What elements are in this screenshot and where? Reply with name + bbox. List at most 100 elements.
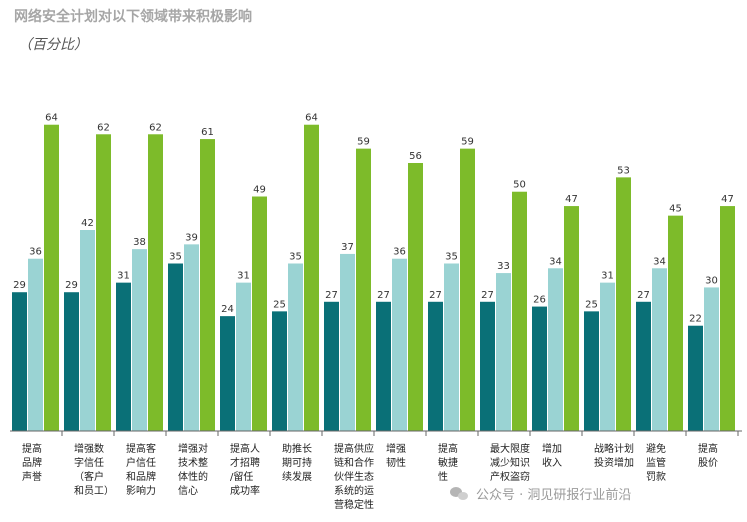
value-label-s2-c3: 38	[133, 237, 146, 248]
bar-s2-c14	[704, 287, 719, 431]
bar-s2-c2	[80, 230, 95, 431]
value-label-s2-c13: 34	[653, 256, 666, 267]
category-label-14: 提高股价	[698, 442, 718, 469]
bar-s1-c5	[220, 316, 235, 431]
bar-s3-c11	[564, 206, 579, 431]
value-label-s2-c11: 34	[549, 256, 562, 267]
value-label-s3-c1: 64	[45, 113, 58, 124]
category-label-1: 提高品牌声誉	[22, 442, 42, 483]
bar-s3-c2	[96, 134, 111, 432]
value-label-s1-c1: 29	[13, 280, 26, 291]
value-label-s1-c9: 27	[429, 290, 442, 301]
value-label-s2-c7: 37	[341, 242, 354, 253]
value-label-s3-c5: 49	[253, 185, 266, 196]
value-label-s3-c3: 62	[149, 122, 162, 133]
value-label-s2-c9: 35	[445, 252, 458, 263]
bar-s2-c4	[184, 244, 199, 431]
bar-s2-c1	[28, 258, 43, 431]
bar-s3-c14	[720, 206, 735, 431]
category-label-12: 战略计划投资增加	[594, 442, 634, 469]
value-label-s1-c2: 29	[65, 280, 78, 291]
wechat-icon	[450, 486, 470, 502]
chart-title: 网络安全计划对以下领域带来积极影响	[14, 9, 252, 25]
value-label-s2-c2: 42	[81, 218, 94, 229]
value-label-s2-c10: 33	[497, 261, 510, 272]
category-label-11: 增加收入	[542, 442, 562, 469]
value-label-s3-c9: 59	[461, 137, 474, 148]
value-label-s2-c1: 36	[29, 247, 42, 258]
value-label-s1-c12: 25	[585, 299, 598, 310]
bar-s1-c13	[636, 301, 651, 431]
bar-s3-c10	[512, 191, 527, 431]
value-label-s1-c6: 25	[273, 299, 286, 310]
bar-s2-c12	[600, 282, 615, 431]
chart-subtitle: （百分比）	[18, 37, 88, 53]
value-label-s3-c6: 64	[305, 113, 318, 124]
bar-s1-c1	[12, 292, 27, 431]
bar-s3-c6	[304, 124, 319, 431]
bar-s2-c10	[496, 273, 511, 431]
value-label-s1-c7: 27	[325, 290, 338, 301]
bar-s1-c12	[584, 311, 599, 431]
watermark-text: 公众号 · 洞见研报行业前沿	[476, 488, 632, 503]
value-label-s3-c13: 45	[669, 204, 682, 215]
value-label-s2-c4: 39	[185, 232, 198, 243]
bar-s1-c7	[324, 301, 339, 431]
value-label-s1-c5: 24	[221, 304, 234, 315]
bar-s3-c3	[148, 134, 163, 432]
value-label-s3-c11: 47	[565, 194, 578, 205]
category-label-9: 提高敏捷性	[438, 442, 458, 483]
value-labels-layer: 2936642942623138623539612431492535642737…	[13, 113, 734, 325]
bar-s2-c9	[444, 263, 459, 431]
bar-s1-c8	[376, 301, 391, 431]
value-label-s3-c2: 62	[97, 122, 110, 133]
category-label-13: 避免监管罚款	[646, 442, 666, 483]
value-label-s1-c4: 35	[169, 252, 182, 263]
category-label-10: 最大限度减少知识产权盗窃	[490, 442, 530, 483]
bar-s2-c7	[340, 253, 355, 431]
category-label-6: 助推长期可持续发展	[282, 442, 312, 483]
bar-s1-c3	[116, 282, 131, 431]
bar-s1-c2	[64, 292, 79, 431]
category-label-4: 增强对技术整体性的信心	[178, 442, 208, 497]
bar-s1-c9	[428, 301, 443, 431]
bar-s3-c8	[408, 163, 423, 431]
bar-s2-c11	[548, 268, 563, 431]
bar-s1-c11	[532, 306, 547, 431]
value-label-s1-c10: 27	[481, 290, 494, 301]
bar-s3-c9	[460, 148, 475, 431]
value-label-s1-c3: 31	[117, 271, 130, 282]
x-ticks-layer	[61, 431, 739, 436]
bar-s1-c6	[272, 311, 287, 431]
value-label-s1-c8: 27	[377, 290, 390, 301]
value-label-s1-c14: 22	[689, 314, 702, 325]
category-label-7: 提高供应链和合作伙伴生态系统的运营稳定性	[334, 442, 374, 511]
value-label-s3-c4: 61	[201, 127, 214, 138]
category-label-2: 增强数字信任（客户和员工）	[74, 442, 114, 497]
bar-s3-c7	[356, 148, 371, 431]
value-label-s2-c6: 35	[289, 252, 302, 263]
value-label-s1-c11: 26	[533, 295, 546, 306]
bar-s3-c13	[668, 215, 683, 431]
category-label-8: 增强韧性	[386, 442, 406, 469]
bar-s2-c3	[132, 249, 147, 431]
bar-s2-c13	[652, 268, 667, 431]
value-label-s2-c5: 31	[237, 271, 250, 282]
category-labels-layer: 提高品牌声誉 增强数字信任（客户和员工） 提高客户信任和品牌影响力增强对技术整体性的…	[22, 442, 718, 511]
category-label-5: 提高人才招聘/留任成功率	[230, 442, 260, 497]
category-label-3: 提高客户信任和品牌影响力	[126, 442, 156, 497]
value-label-s2-c8: 36	[393, 247, 406, 258]
value-label-s3-c8: 56	[409, 151, 422, 162]
bar-s2-c8	[392, 258, 407, 431]
bar-s3-c1	[44, 124, 59, 431]
value-label-s1-c13: 27	[637, 290, 650, 301]
value-label-s3-c10: 50	[513, 180, 526, 191]
bar-s3-c12	[616, 177, 631, 431]
value-label-s2-c12: 31	[601, 271, 614, 282]
value-label-s3-c12: 53	[617, 165, 630, 176]
bar-s2-c6	[288, 263, 303, 431]
value-label-s3-c7: 59	[357, 137, 370, 148]
bar-s2-c5	[236, 282, 251, 431]
value-label-s2-c14: 30	[705, 275, 718, 286]
